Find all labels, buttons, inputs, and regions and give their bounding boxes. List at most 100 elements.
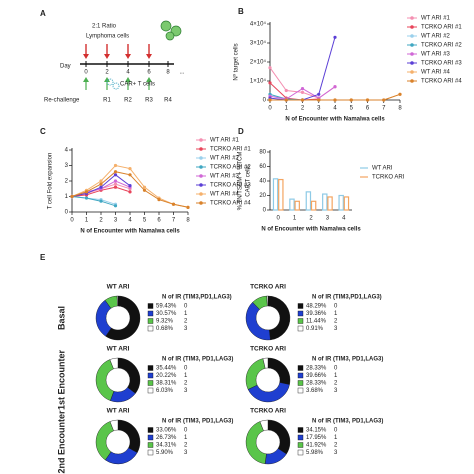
green-arrowhead xyxy=(125,77,131,82)
data-point xyxy=(284,88,288,93)
x-tick-label: 4 xyxy=(342,216,346,222)
legend-value: 9.32% xyxy=(156,319,174,325)
panel-label: E xyxy=(40,253,46,262)
schematic: A 2:1 Ratio Lymphoma cells Day 0 2 4 6 8 ... R… xyxy=(40,9,185,103)
legend-label: TCRKO ARI #1 xyxy=(210,147,251,153)
x-tick-label: 1 xyxy=(285,106,289,112)
x-tick-label: 3 xyxy=(114,218,118,224)
legend-category: 0 xyxy=(184,304,188,310)
data-point xyxy=(142,188,147,192)
legend-value: 5.98% xyxy=(306,450,324,456)
legend-category: 1 xyxy=(184,311,188,317)
pie-title: WT ARI xyxy=(107,284,130,291)
legend-swatch xyxy=(297,325,304,332)
data-point xyxy=(128,173,132,177)
data-point xyxy=(99,179,103,183)
legend-marker xyxy=(410,61,414,65)
x-tick-label: 5 xyxy=(143,218,147,224)
row-label: Basal xyxy=(56,306,66,330)
legend-category: 2 xyxy=(184,319,188,325)
legend-swatch xyxy=(297,365,304,371)
bar xyxy=(338,194,344,211)
pie-slice xyxy=(109,357,119,370)
data-point xyxy=(128,167,132,171)
y-axis-label: T cell Fold expansion xyxy=(48,153,54,210)
legend-label: WT ARI #3 xyxy=(210,174,240,180)
legend-marker xyxy=(410,25,414,29)
lymphoma-icon xyxy=(160,20,182,41)
legend-value: 33.06% xyxy=(156,428,177,434)
legend-value: 17.95% xyxy=(306,435,327,441)
legend-value: 5.90% xyxy=(156,450,174,456)
bar xyxy=(305,191,312,211)
pie-slice xyxy=(105,447,138,465)
data-point xyxy=(284,98,288,102)
legend-category: 3 xyxy=(184,450,188,456)
y-tick-label: 0 xyxy=(65,210,69,216)
legend-label: TCRKO ARI #3 xyxy=(210,183,251,189)
pie-slice xyxy=(109,419,119,432)
x-tick-label: 2 xyxy=(99,218,103,224)
data-point xyxy=(128,190,132,194)
legend-label: TCRKO ARI xyxy=(372,175,405,181)
legend-category: 2 xyxy=(184,381,188,387)
pie-slice xyxy=(117,357,141,394)
legend-value: 35.44% xyxy=(156,366,177,372)
round-label: R4 xyxy=(164,98,172,104)
legend-swatch xyxy=(297,303,304,309)
x-axis-label: N of Encounter with Namalwa cells xyxy=(261,227,361,233)
x-tick-label: 2 xyxy=(309,216,313,222)
bar xyxy=(289,198,295,211)
x-tick-label: 4 xyxy=(333,106,337,112)
green-arrowhead xyxy=(146,77,152,82)
pie-slice xyxy=(267,357,291,385)
data-point xyxy=(268,98,272,102)
effector-label: CAR+ T cells xyxy=(120,82,155,88)
pie-title: WT ARI xyxy=(107,346,130,353)
y-axis-label: Nº target cells xyxy=(233,43,240,80)
legend-value: 39.36% xyxy=(306,311,327,317)
day-label: 2 xyxy=(105,70,109,76)
y-tick-label: 0 xyxy=(263,208,267,214)
legend-marker xyxy=(199,138,203,142)
legend-value: 28.33% xyxy=(306,366,327,372)
panel-label: A xyxy=(40,9,46,18)
legend-label: WT ARI #2 xyxy=(421,34,451,40)
legend-swatch xyxy=(297,434,304,441)
pie-slice xyxy=(116,295,119,307)
legend-marker xyxy=(410,34,414,38)
bar xyxy=(327,196,333,211)
legend-label: TCRKO ARI #4 xyxy=(421,79,462,85)
round-label: R3 xyxy=(145,98,153,104)
legend-swatch xyxy=(297,380,304,386)
y-tick-label: 1 xyxy=(65,194,69,200)
x-tick-label: 4 xyxy=(128,218,132,224)
legend-swatch xyxy=(147,365,154,371)
series-line xyxy=(71,196,116,207)
data-point xyxy=(128,184,132,188)
pie-slice xyxy=(267,419,291,455)
panel-label: B xyxy=(238,7,244,16)
legend-marker xyxy=(199,174,203,178)
green-arrowhead xyxy=(83,77,89,82)
legend-title: N of IR (TIM3, PD1,LAG3) xyxy=(162,357,233,363)
data-point xyxy=(398,92,402,96)
legend-title: N of IR (TIM3,PD1,LAG3) xyxy=(162,295,232,301)
day-label: 8 xyxy=(166,70,170,76)
data-point xyxy=(268,66,272,70)
y-tick-label: 4×10⁴ xyxy=(250,21,267,28)
legend-value: 34.15% xyxy=(306,428,327,434)
legend-value: 38.31% xyxy=(156,381,177,387)
legend-marker xyxy=(199,201,203,205)
legend-category: 1 xyxy=(184,435,188,441)
legend-swatch xyxy=(147,325,154,332)
legend-marker xyxy=(410,52,414,56)
y-axis-label: CAR T cells xyxy=(246,165,252,196)
pie-slice xyxy=(266,295,269,307)
day-label: Day xyxy=(60,64,71,70)
legend-value: 0.68% xyxy=(156,326,174,332)
data-point xyxy=(99,182,103,186)
legend-title: N of IR (TIM3, PD1,LAG3) xyxy=(162,419,233,425)
legend-label: TCRKO ARI #2 xyxy=(210,165,251,171)
